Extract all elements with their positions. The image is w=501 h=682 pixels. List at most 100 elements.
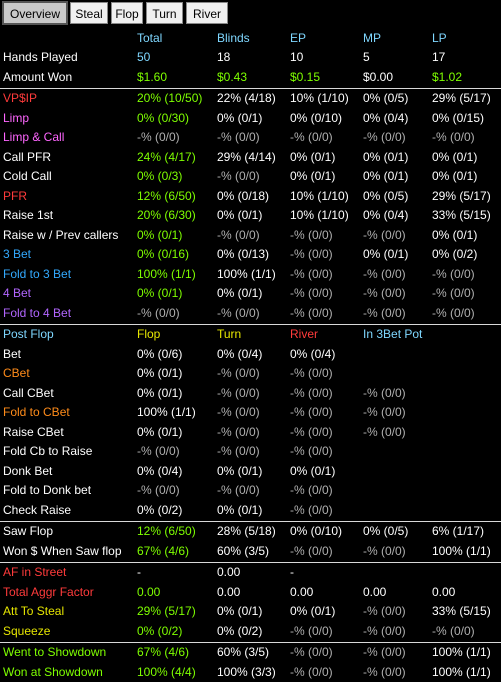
stat-value: -% (0/0) bbox=[363, 664, 406, 679]
stat-value: -% (0/0) bbox=[290, 483, 333, 497]
stat-value: 0% (0/5) bbox=[363, 91, 409, 105]
stat-value: -% (0/0) bbox=[363, 130, 406, 144]
stat-value: 100% (1/1) bbox=[137, 266, 196, 281]
stat-row: Saw Flop 12% (6/50) 28% (5/18) 0% (0/10) 0% … bbox=[0, 522, 501, 541]
stat-value: 0% (0/1) bbox=[363, 149, 409, 164]
stat-value: -% (0/0) bbox=[363, 604, 406, 618]
stat-row: Raise CBet 0% (0/1) -% (0/0) -% (0/0) -% (0/… bbox=[0, 423, 501, 442]
stat-row: Hands Played 50 18 10 5 17 bbox=[0, 48, 501, 67]
stat-value: 67% (4/6) bbox=[137, 543, 190, 558]
section-column-header: Turn bbox=[217, 327, 242, 341]
stat-value: -% (0/0) bbox=[217, 424, 260, 439]
stat-value: -% (0/0) bbox=[290, 424, 333, 439]
tab-steal[interactable]: Steal bbox=[70, 2, 108, 24]
stat-value: -% (0/0) bbox=[137, 130, 180, 144]
stat-value: -% (0/0) bbox=[432, 266, 475, 281]
stat-value: -% (0/0) bbox=[217, 483, 260, 497]
tab-overview[interactable]: Overview bbox=[2, 1, 68, 25]
stat-value: 0% (0/5) bbox=[363, 524, 409, 538]
stat-row: Won $ When Saw flop 67% (4/6) 60% (3/5) -% … bbox=[0, 542, 501, 561]
stat-row: Fold Cb to Raise -% (0/0) -% (0/0) -% (0/0) bbox=[0, 442, 501, 461]
stat-row: Total Aggr Factor 0.00 0.00 0.00 0.00 0.00 bbox=[0, 583, 501, 602]
stat-value: 6% (1/17) bbox=[432, 524, 485, 538]
stat-value: -% (0/0) bbox=[290, 305, 333, 320]
stat-label: Raise CBet bbox=[3, 424, 64, 439]
stat-value: 67% (4/6) bbox=[137, 645, 190, 659]
stat-value: 0% (0/1) bbox=[137, 385, 183, 400]
stat-value: 33% (5/15) bbox=[432, 208, 491, 222]
stat-value: -% (0/0) bbox=[137, 444, 180, 458]
column-header: LP bbox=[432, 31, 447, 45]
stat-label: Fold to 3 Bet bbox=[3, 266, 72, 281]
stat-label: Limp bbox=[3, 110, 30, 125]
stat-row: Donk Bet 0% (0/4) 0% (0/1) 0% (0/1) bbox=[0, 462, 501, 481]
stat-value: 12% (6/50) bbox=[137, 524, 196, 538]
stat-value: $1.02 bbox=[432, 69, 463, 84]
tab-flop[interactable]: Flop bbox=[111, 2, 143, 24]
stat-row: CBet 0% (0/1) -% (0/0) -% (0/0) bbox=[0, 364, 501, 383]
stat-value: 0.00 bbox=[137, 584, 161, 599]
stat-row: Call PFR 24% (4/17) 29% (4/14) 0% (0/1) 0% (… bbox=[0, 148, 501, 167]
stat-value: 22% (4/18) bbox=[217, 91, 276, 105]
stat-label: PFR bbox=[3, 188, 27, 203]
stat-label: Fold Cb to Raise bbox=[3, 444, 93, 458]
stat-value: 0% (0/1) bbox=[432, 227, 478, 242]
column-header-row: Total Blinds EP MP LP bbox=[0, 29, 501, 48]
stat-value: -% (0/0) bbox=[363, 286, 406, 300]
stat-label: Call PFR bbox=[3, 149, 52, 164]
stat-value: 0% (0/1) bbox=[432, 169, 478, 183]
column-header: Blinds bbox=[217, 31, 250, 45]
stat-value: -% (0/0) bbox=[432, 286, 475, 300]
stat-value: 0.00 bbox=[432, 584, 456, 599]
stat-label: Cold Call bbox=[3, 169, 52, 183]
stat-row: Fold to Donk bet -% (0/0) -% (0/0) -% (0/0) bbox=[0, 481, 501, 500]
stat-label: Won at Showdown bbox=[3, 664, 103, 679]
stat-value: 0% (0/2) bbox=[432, 247, 478, 261]
stat-value: 0% (0/10) bbox=[290, 524, 343, 538]
stat-value: 100% (4/4) bbox=[137, 664, 196, 679]
stat-value: -% (0/0) bbox=[363, 305, 406, 320]
stat-row: Cold Call 0% (0/3) -% (0/0) 0% (0/1) 0% (0/1… bbox=[0, 167, 501, 186]
stat-label: Bet bbox=[3, 346, 22, 361]
section-column-header: Post Flop bbox=[3, 327, 54, 341]
stat-value: 0% (0/1) bbox=[290, 169, 336, 183]
section-divider bbox=[0, 521, 501, 522]
stat-label: CBet bbox=[3, 366, 30, 380]
stat-value: 0% (0/1) bbox=[217, 208, 263, 222]
stat-label: AF in Street bbox=[3, 565, 67, 579]
stat-value: 100% (1/1) bbox=[217, 266, 276, 281]
stat-value: - bbox=[290, 565, 294, 579]
tab-river[interactable]: River bbox=[186, 2, 228, 24]
section-column-header: Flop bbox=[137, 327, 161, 341]
stat-value: 0.00 bbox=[363, 584, 387, 599]
column-header: Total bbox=[137, 31, 163, 45]
stat-row: Check Raise 0% (0/2) 0% (0/1) -% (0/0) bbox=[0, 501, 501, 520]
stat-label: Won $ When Saw flop bbox=[3, 543, 122, 558]
stat-value: 0% (0/1) bbox=[217, 110, 263, 125]
stat-value: 0% (0/2) bbox=[137, 502, 183, 517]
stat-value: -% (0/0) bbox=[290, 286, 333, 300]
column-header: EP bbox=[290, 31, 307, 45]
stat-label: 3 Bet bbox=[3, 247, 32, 261]
stat-value: -% (0/0) bbox=[217, 405, 260, 419]
stat-value: 0.00 bbox=[217, 584, 241, 599]
stat-value: -% (0/0) bbox=[290, 130, 333, 144]
stat-value: 50 bbox=[137, 50, 151, 64]
stat-value: 20% (6/30) bbox=[137, 208, 196, 222]
stat-value: 0% (0/3) bbox=[137, 169, 183, 183]
stat-value: 0% (0/10) bbox=[290, 110, 343, 125]
tab-turn[interactable]: Turn bbox=[146, 2, 183, 24]
stat-value: -% (0/0) bbox=[290, 405, 333, 419]
stat-value: -% (0/0) bbox=[137, 305, 180, 320]
stat-value: 5 bbox=[363, 50, 370, 64]
stat-value: 0% (0/1) bbox=[290, 604, 336, 618]
stat-value: - bbox=[137, 565, 141, 579]
stat-value: 0% (0/1) bbox=[290, 149, 336, 164]
stat-value: 0% (0/1) bbox=[432, 149, 478, 164]
stat-value: 12% (6/50) bbox=[137, 188, 196, 203]
stat-value: 29% (4/14) bbox=[217, 149, 276, 164]
stat-row: VP$IP 20% (10/50) 22% (4/18) 10% (1/10) 0% (… bbox=[0, 89, 501, 108]
stat-value: 0% (0/2) bbox=[137, 623, 183, 638]
stat-value: 10% (1/10) bbox=[290, 188, 349, 203]
stat-value: 100% (1/1) bbox=[137, 405, 196, 419]
